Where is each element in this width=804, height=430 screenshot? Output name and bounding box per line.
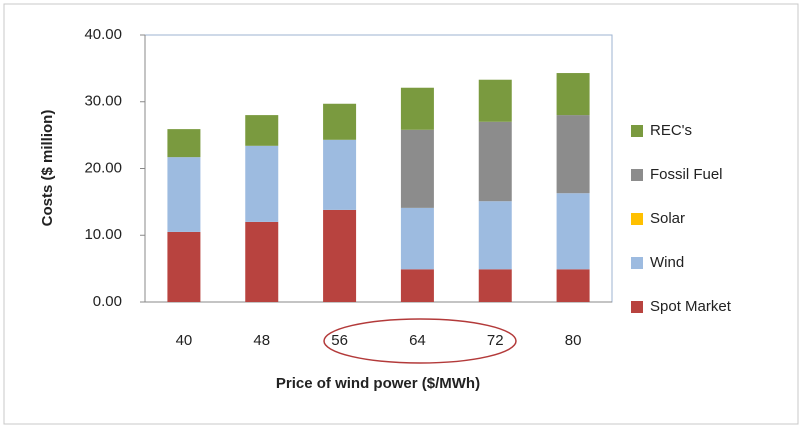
legend-swatch — [631, 213, 643, 225]
bar-segment — [167, 231, 201, 302]
legend-label: Fossil Fuel — [650, 166, 723, 183]
x-axis-title: Price of wind power ($/MWh) — [276, 375, 480, 392]
y-axis-title: Costs ($ million) — [39, 110, 56, 227]
bar-segment — [167, 157, 201, 232]
y-tick-label: 40.00 — [84, 26, 122, 43]
legend-swatch — [631, 169, 643, 181]
bar-segment — [323, 103, 357, 140]
bar-segment — [245, 145, 279, 222]
x-tick-label: 80 — [565, 332, 582, 349]
x-tick-label: 56 — [331, 332, 348, 349]
bar-segment — [478, 121, 512, 202]
bar-segment — [400, 87, 434, 130]
bar-segment — [400, 207, 434, 270]
bar-segment — [556, 269, 590, 302]
bar-segment — [400, 129, 434, 208]
legend-label: Wind — [650, 254, 684, 271]
bar-segment — [478, 269, 512, 302]
bar-segment — [478, 201, 512, 270]
x-tick-label: 64 — [409, 332, 426, 349]
highlight-ellipse — [323, 318, 517, 364]
bar-segment — [245, 115, 279, 146]
bar-segment — [323, 209, 357, 302]
bar-segment — [167, 129, 201, 158]
bar-segment — [245, 221, 279, 302]
legend-label: REC's — [650, 122, 692, 139]
bar-segment — [556, 115, 590, 194]
bar-segment — [556, 73, 590, 116]
bar-segment — [478, 79, 512, 122]
bar-segment — [556, 193, 590, 270]
y-tick-label: 10.00 — [84, 226, 122, 243]
bar-segment — [323, 139, 357, 210]
bar-segment — [400, 269, 434, 302]
legend-swatch — [631, 125, 643, 137]
y-tick-label: 0.00 — [93, 293, 122, 310]
y-tick-label: 20.00 — [84, 159, 122, 176]
x-tick-label: 48 — [253, 332, 270, 349]
legend-swatch — [631, 301, 643, 313]
y-tick-label: 30.00 — [84, 93, 122, 110]
legend-swatch — [631, 257, 643, 269]
legend-label: Solar — [650, 210, 685, 227]
x-tick-label: 72 — [487, 332, 504, 349]
legend-label: Spot Market — [650, 298, 732, 315]
x-tick-label: 40 — [176, 332, 193, 349]
